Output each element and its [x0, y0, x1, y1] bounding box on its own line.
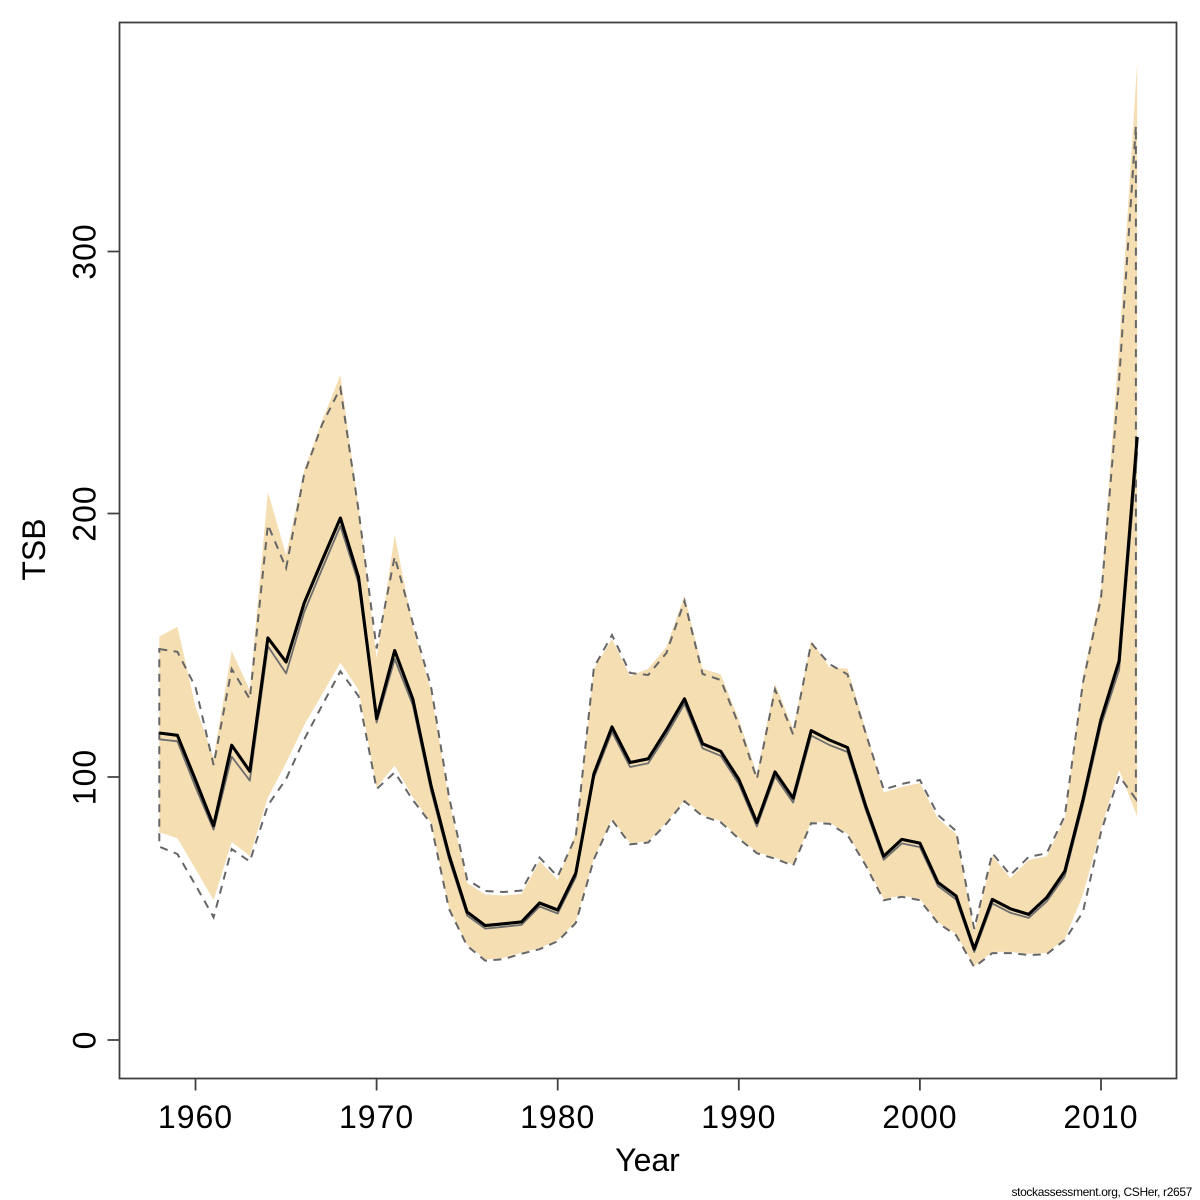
svg-text:1990: 1990 [701, 1099, 776, 1135]
svg-text:0: 0 [67, 1031, 103, 1050]
svg-text:1960: 1960 [158, 1099, 233, 1135]
svg-text:stockassessment.org, CSHer, r2: stockassessment.org, CSHer, r2657 [1011, 1185, 1192, 1199]
svg-text:2000: 2000 [882, 1099, 957, 1135]
svg-text:300: 300 [67, 223, 103, 279]
svg-text:100: 100 [67, 749, 103, 805]
svg-text:Year: Year [615, 1142, 680, 1178]
svg-text:1970: 1970 [339, 1099, 414, 1135]
svg-text:200: 200 [67, 485, 103, 541]
svg-text:1980: 1980 [520, 1099, 595, 1135]
svg-text:TSB: TSB [16, 518, 52, 580]
svg-text:2010: 2010 [1063, 1099, 1138, 1135]
